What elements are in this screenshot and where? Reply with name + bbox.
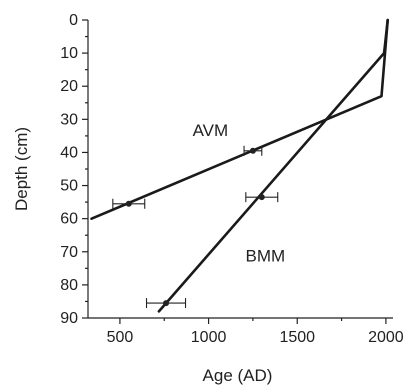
axes: 0 10 20 30 40 50 60 70 80 90 500 1000 1500 2000 Age (A… (12, 12, 404, 385)
y-tick-label: 70 (60, 244, 78, 261)
data-point-avm (125, 200, 132, 207)
x-axis-label: Age (AD) (203, 366, 273, 385)
y-tick-label: 90 (60, 310, 78, 327)
data-point-avm (249, 147, 256, 154)
y-tick-label: 0 (69, 12, 78, 29)
y-tick-label: 30 (60, 111, 78, 128)
y-axis-label: Depth (cm) (12, 127, 31, 211)
data-point-bmm (163, 300, 170, 307)
y-tick-label: 50 (60, 178, 78, 195)
x-tick-label: 2000 (368, 329, 404, 346)
y-tick-label: 10 (60, 45, 78, 62)
y-tick-label: 80 (60, 277, 78, 294)
x-tick-label: 1500 (279, 329, 315, 346)
series-group (90, 18, 390, 313)
y-tick-label: 60 (60, 211, 78, 228)
series-bmm (145, 18, 390, 313)
series-line-bmm (157, 18, 390, 313)
x-tick-label: 1000 (191, 329, 227, 346)
annotations: AVM BMM (193, 121, 286, 266)
annotation-bmm: BMM (245, 247, 285, 266)
data-point-bmm (258, 194, 265, 201)
series-avm (90, 18, 390, 220)
x-tick-label: 500 (107, 329, 134, 346)
y-tick-label: 40 (60, 144, 78, 161)
annotation-avm: AVM (193, 121, 229, 140)
series-line-avm (90, 18, 390, 220)
y-tick-label: 20 (60, 78, 78, 95)
